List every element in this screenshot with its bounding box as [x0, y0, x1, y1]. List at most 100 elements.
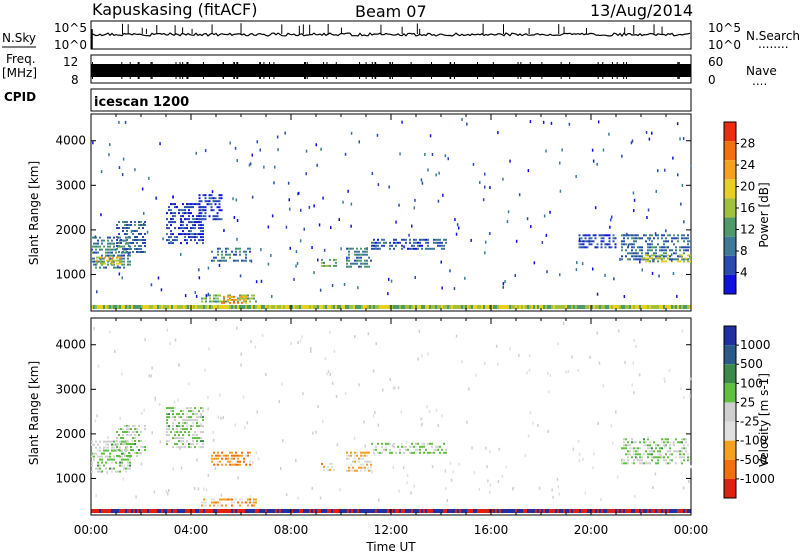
echo-cell	[202, 206, 205, 209]
echo-cell	[333, 258, 335, 261]
echo-cell	[401, 247, 403, 250]
echo-cell	[647, 237, 649, 240]
echo-cell	[368, 265, 370, 268]
x-tick-label: 04:00	[174, 523, 209, 537]
echo-cell	[186, 227, 188, 230]
echo-cell	[188, 203, 190, 206]
ground-cell	[497, 509, 499, 513]
echo-cell	[95, 452, 97, 455]
echo-cell	[417, 442, 419, 445]
echo-cell	[318, 223, 321, 227]
ground-cell	[285, 509, 287, 513]
ground-cell	[135, 509, 137, 513]
echo-cell	[107, 242, 109, 245]
echo-cell	[418, 329, 421, 333]
echo-cell	[623, 444, 625, 447]
echo-cell	[681, 183, 684, 187]
echo-cell	[354, 454, 356, 457]
echo-cell	[362, 451, 364, 454]
echo-cell	[184, 212, 186, 215]
echo-cell	[105, 449, 107, 452]
echo-cell	[413, 244, 415, 247]
echo-cell	[249, 498, 251, 501]
echo-cell	[623, 237, 625, 240]
ground-cell	[171, 509, 173, 513]
echo-cell	[202, 224, 204, 227]
echo-cell	[188, 410, 190, 413]
echo-cell	[165, 490, 168, 493]
echo-cell	[221, 504, 223, 507]
echo-cell	[443, 238, 445, 241]
echo-cell	[471, 446, 473, 450]
ground-cell	[225, 305, 227, 309]
echo-cell	[116, 236, 118, 238]
echo-cell	[681, 234, 683, 237]
echo-cell	[352, 247, 354, 250]
ground-cell	[673, 305, 675, 309]
echo-cell	[364, 262, 366, 265]
ground-cell	[577, 305, 579, 309]
ground-cell	[537, 305, 539, 309]
echo-cell	[559, 161, 561, 165]
echo-cell	[435, 408, 438, 412]
echo-cell	[122, 157, 125, 161]
echo-cell	[659, 246, 661, 249]
echo-cell	[649, 441, 651, 444]
echo-cell	[251, 153, 253, 157]
ground-cell	[91, 509, 93, 513]
echo-cell	[123, 458, 125, 461]
echo-cell	[107, 251, 109, 254]
echo-cell	[118, 233, 120, 235]
echo-cell	[219, 501, 221, 504]
echo-cell	[529, 120, 532, 124]
echo-cell	[401, 238, 403, 241]
echo-cell	[178, 425, 180, 428]
echo-cell	[687, 249, 689, 252]
echo-cell	[215, 454, 217, 457]
ground-cell	[513, 509, 515, 513]
ground-cell	[113, 305, 115, 309]
echo-cell	[409, 241, 411, 244]
echo-cell	[245, 253, 247, 256]
echo-cell	[409, 247, 411, 250]
echo-cell	[635, 252, 637, 255]
echo-cell	[629, 252, 631, 255]
echo-cell	[111, 443, 113, 446]
echo-cell	[188, 206, 190, 209]
echo-cell	[176, 206, 178, 209]
echo-cell	[348, 265, 350, 268]
echo-cell	[118, 221, 120, 223]
ground-cell	[201, 305, 203, 309]
ground-cell	[633, 305, 635, 309]
echo-cell	[198, 233, 200, 236]
echo-cell	[419, 445, 421, 448]
echo-cell	[339, 488, 341, 492]
echo-cell	[398, 489, 400, 493]
echo-cell	[93, 455, 95, 458]
echo-cell	[217, 247, 219, 250]
ground-cell	[587, 509, 589, 513]
echo-cell	[285, 225, 288, 229]
echo-cell	[170, 241, 172, 244]
ground-cell	[547, 509, 549, 513]
ground-cell	[257, 509, 259, 513]
echo-cell	[411, 451, 413, 454]
echo-cell	[245, 250, 247, 253]
echo-cell	[383, 448, 385, 451]
echo-cell	[486, 465, 488, 469]
ground-cell	[361, 509, 363, 513]
ground-cell	[375, 305, 377, 309]
echo-cell	[559, 273, 561, 277]
ground-cell	[589, 305, 591, 309]
echo-cell	[184, 446, 186, 449]
echo-cell	[126, 251, 128, 253]
echo-cell	[121, 372, 123, 376]
echo-cell	[121, 276, 123, 280]
echo-cell	[530, 225, 532, 229]
echo-cell	[635, 255, 637, 258]
echo-cell	[608, 132, 610, 136]
echo-cell	[128, 431, 130, 433]
echo-cell	[174, 239, 176, 242]
echo-cell	[331, 462, 333, 465]
ground-cell	[459, 509, 461, 513]
